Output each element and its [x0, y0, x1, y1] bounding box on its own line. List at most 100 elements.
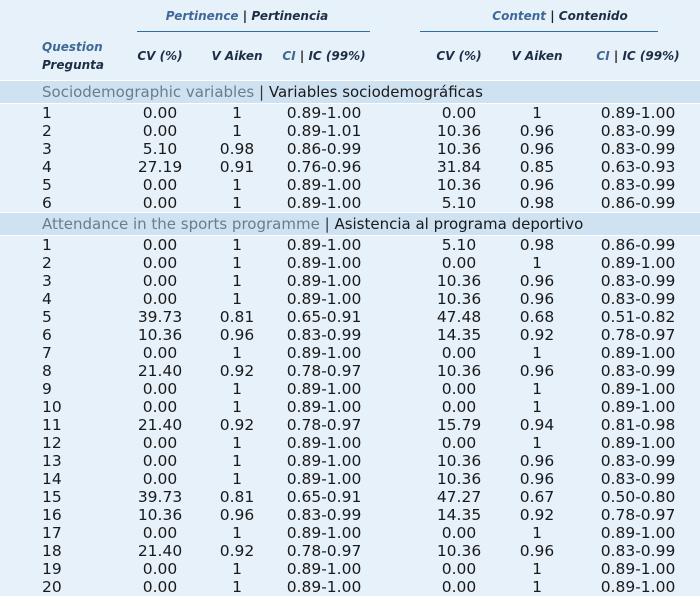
- content-vaiken-cell: 0.85: [498, 158, 576, 176]
- content-vaiken-cell: 0.98: [498, 194, 576, 213]
- content-cv-cell: 5.10: [420, 194, 498, 213]
- question-number-cell: 14: [0, 470, 124, 488]
- section-header-row: Attendance in the sports programme | Asi…: [0, 213, 700, 236]
- content-vaiken-cell: 0.94: [498, 416, 576, 434]
- pertinence-ci-cell: 0.83-0.99: [278, 506, 370, 524]
- pertinence-ci-header: CI | IC (99%): [278, 32, 370, 81]
- pertinence-cv-cell: 0.00: [124, 398, 196, 416]
- pertinence-ci-cell: 0.89-1.00: [278, 236, 370, 255]
- content-vaiken-cell: 0.96: [498, 290, 576, 308]
- pertinence-vaiken-cell: 0.96: [196, 326, 278, 344]
- pertinence-vaiken-cell: 1: [196, 578, 278, 596]
- pertinence-vaiken-cell: 0.91: [196, 158, 278, 176]
- content-ci-cell: 0.78-0.97: [576, 506, 700, 524]
- content-vaiken-cell: 0.96: [498, 362, 576, 380]
- pertinence-cv-cell: 0.00: [124, 452, 196, 470]
- content-vaiken-cell: 0.67: [498, 488, 576, 506]
- question-number-cell: 3: [0, 140, 124, 158]
- question-number-cell: 6: [0, 194, 124, 213]
- pertinence-vaiken-header: V Aiken: [196, 32, 278, 81]
- pertinence-ci-cell: 0.89-1.00: [278, 254, 370, 272]
- section-title: Sociodemographic variables | Variables s…: [0, 81, 700, 104]
- pertinence-ci-cell: 0.89-1.00: [278, 344, 370, 362]
- content-ci-cell: 0.51-0.82: [576, 308, 700, 326]
- content-vaiken-cell: 1: [498, 578, 576, 596]
- pertinence-underline: [137, 31, 370, 32]
- pertinence-vaiken-cell: 0.92: [196, 362, 278, 380]
- content-vaiken-cell: 1: [498, 344, 576, 362]
- pertinence-cv-cell: 21.40: [124, 416, 196, 434]
- content-ci-cell: 0.86-0.99: [576, 236, 700, 255]
- content-vaiken-cell: 1: [498, 560, 576, 578]
- pertinence-cv-cell: 0.00: [124, 272, 196, 290]
- pertinence-ci-cell: 0.83-0.99: [278, 326, 370, 344]
- pertinence-ci-cell: 0.89-1.00: [278, 434, 370, 452]
- content-cv-cell: 14.35: [420, 326, 498, 344]
- pertinence-vaiken-cell: 1: [196, 470, 278, 488]
- content-vaiken-cell: 0.96: [498, 272, 576, 290]
- content-vaiken-cell: 1: [498, 254, 576, 272]
- content-ci-header: CI | IC (99%): [576, 32, 700, 81]
- content-cv-cell: 10.36: [420, 470, 498, 488]
- content-cv-cell: 0.00: [420, 398, 498, 416]
- question-number-cell: 12: [0, 434, 124, 452]
- content-vaiken-cell: 0.96: [498, 122, 576, 140]
- pertinence-cv-cell: 0.00: [124, 104, 196, 123]
- pertinence-cv-cell: 27.19: [124, 158, 196, 176]
- content-vaiken-header: V Aiken: [498, 32, 576, 81]
- content-ci-cell: 0.83-0.99: [576, 542, 700, 560]
- pertinence-vaiken-cell: 1: [196, 122, 278, 140]
- question-number-cell: 4: [0, 290, 124, 308]
- table-body: Sociodemographic variables | Variables s…: [0, 81, 700, 596]
- pertinence-vaiken-cell: 0.81: [196, 488, 278, 506]
- content-vaiken-cell: 0.92: [498, 326, 576, 344]
- pertinence-ci-cell: 0.89-1.00: [278, 194, 370, 213]
- content-ci-cell: 0.83-0.99: [576, 122, 700, 140]
- question-number-cell: 11: [0, 416, 124, 434]
- pertinence-cv-cell: 39.73: [124, 308, 196, 326]
- question-number-cell: 9: [0, 380, 124, 398]
- pertinence-vaiken-cell: 1: [196, 434, 278, 452]
- content-cv-cell: 0.00: [420, 104, 498, 123]
- content-ci-cell: 0.89-1.00: [576, 434, 700, 452]
- section-header-row: Sociodemographic variables | Variables s…: [0, 81, 700, 104]
- content-underline: [420, 31, 658, 32]
- content-ci-cell: 0.83-0.99: [576, 470, 700, 488]
- pertinence-cv-header: CV (%): [124, 32, 196, 81]
- pertinence-cv-cell: 39.73: [124, 488, 196, 506]
- content-vaiken-cell: 0.96: [498, 542, 576, 560]
- pertinence-cv-cell: 0.00: [124, 194, 196, 213]
- content-cv-cell: 10.36: [420, 122, 498, 140]
- question-number-cell: 18: [0, 542, 124, 560]
- pertinence-vaiken-cell: 1: [196, 560, 278, 578]
- pertinence-vaiken-cell: 1: [196, 236, 278, 255]
- pertinence-ci-cell: 0.89-1.01: [278, 122, 370, 140]
- content-cv-cell: 10.36: [420, 362, 498, 380]
- pertinence-vaiken-cell: 1: [196, 176, 278, 194]
- content-vaiken-cell: 0.96: [498, 140, 576, 158]
- pertinence-vaiken-cell: 0.96: [196, 506, 278, 524]
- pertinence-ci-cell: 0.65-0.91: [278, 308, 370, 326]
- content-vaiken-cell: 0.68: [498, 308, 576, 326]
- pertinence-vaiken-cell: 1: [196, 104, 278, 123]
- pertinence-vaiken-cell: 0.81: [196, 308, 278, 326]
- pertinence-cv-cell: 5.10: [124, 140, 196, 158]
- pertinence-ci-cell: 0.78-0.97: [278, 542, 370, 560]
- content-cv-cell: 10.36: [420, 452, 498, 470]
- question-number-cell: 3: [0, 272, 124, 290]
- pertinence-ci-cell: 0.65-0.91: [278, 488, 370, 506]
- content-ci-cell: 0.83-0.99: [576, 452, 700, 470]
- content-cv-cell: 47.27: [420, 488, 498, 506]
- content-ci-cell: 0.83-0.99: [576, 272, 700, 290]
